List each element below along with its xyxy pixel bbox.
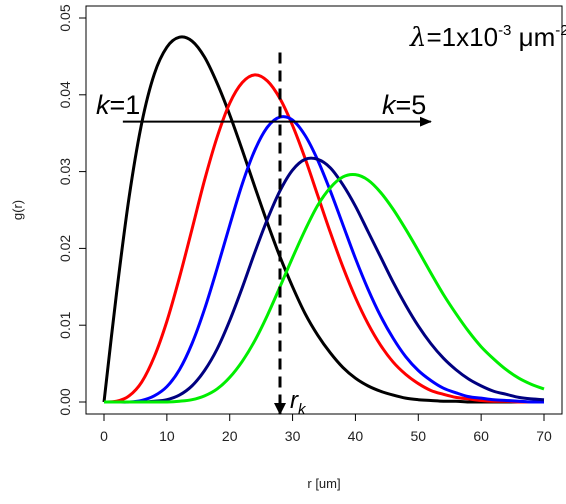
rk-label: rk: [290, 387, 307, 418]
y-tick-label: 0.04: [57, 81, 73, 108]
series-line-k5: [104, 173, 545, 404]
x-tick-label: 70: [536, 428, 552, 444]
k-start-label: k=1: [96, 90, 140, 120]
x-tick-label: 50: [410, 428, 426, 444]
y-tick-label: 0.00: [57, 388, 73, 415]
series-line-k3: [104, 115, 545, 404]
x-tick-label: 60: [473, 428, 489, 444]
k-end-value: =5: [396, 90, 427, 120]
x-tick-label: 30: [285, 428, 301, 444]
y-tick-label: 0.05: [57, 4, 73, 31]
y-tick-label: 0.01: [57, 311, 73, 338]
k-start-value: =1: [110, 90, 141, 120]
lambda-exponent: -3: [498, 22, 511, 39]
y-tick-label: 0.03: [57, 158, 73, 185]
x-axis: 0 10 20 30 40 50 60 70: [100, 414, 552, 444]
series-line-k4: [104, 156, 545, 404]
rk-subscript: k: [298, 401, 307, 418]
k-end-label: k=5: [382, 90, 426, 120]
y-axis: 0.00 0.01 0.02 0.03 0.04 0.05: [57, 4, 86, 416]
y-axis-label: g(r): [10, 200, 25, 220]
x-tick-label: 0: [100, 428, 108, 444]
x-tick-label: 10: [159, 428, 175, 444]
lambda-unit-exponent: -2: [555, 22, 566, 39]
rk-r: r: [290, 387, 299, 414]
plot-frame: [85, 5, 563, 415]
x-tick-label: 20: [222, 428, 238, 444]
lambda-value: =1x10: [426, 22, 498, 52]
x-tick-label: 40: [348, 428, 364, 444]
series-line-k1: [102, 35, 544, 404]
series-layer: [102, 35, 545, 404]
annotation-layer: λ=1x10-3 μm-2 k=1 k=5 rk: [96, 22, 566, 418]
y-tick-label: 0.02: [57, 235, 73, 262]
series-line-k2: [103, 73, 544, 404]
x-axis-label: r [um]: [307, 476, 340, 491]
k-end-k: k: [382, 90, 397, 120]
lambda-unit: μm: [511, 22, 555, 52]
k-start-k: k: [96, 90, 111, 120]
lambda-annotation: λ=1x10-3 μm-2: [409, 22, 566, 53]
lambda-symbol: λ: [409, 23, 426, 53]
